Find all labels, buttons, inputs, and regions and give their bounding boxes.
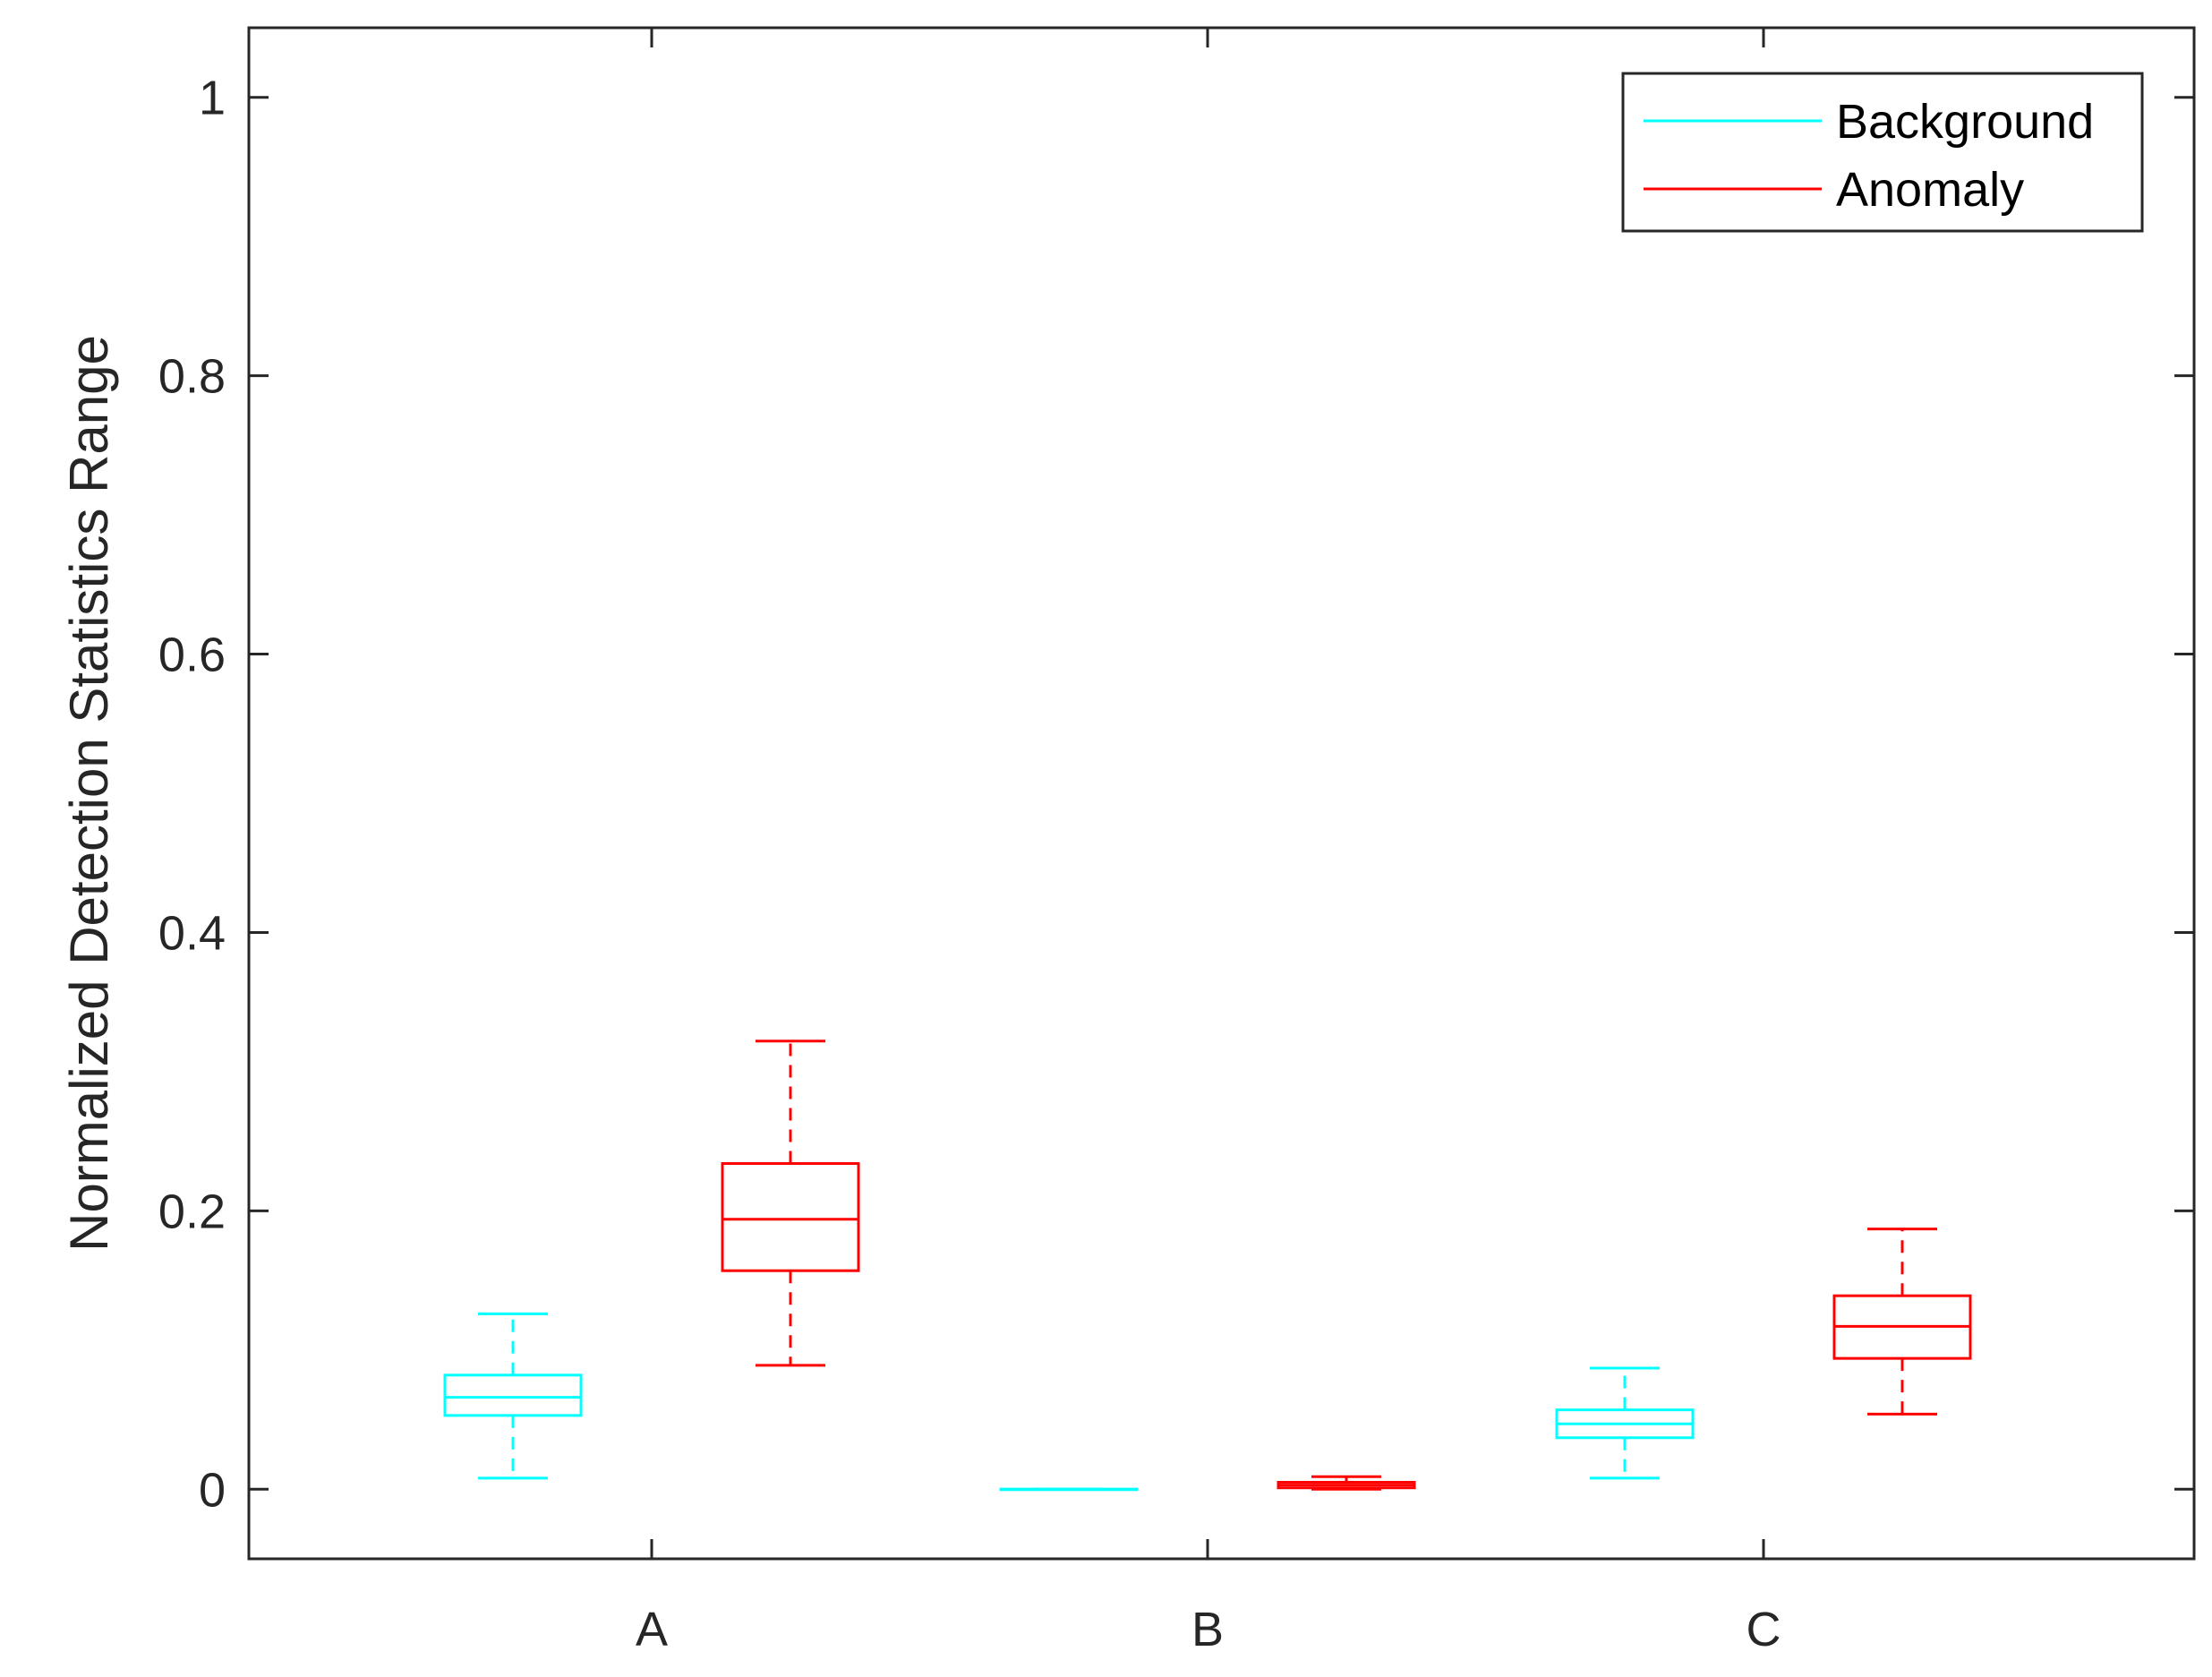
box-iqr: [721, 1162, 860, 1272]
y-tick-label: 0.4: [158, 906, 226, 960]
x-tick-label: C: [1747, 1603, 1781, 1656]
legend-box: [1621, 72, 2144, 233]
box-background-C: [1555, 1366, 1695, 1480]
labels-layer: 0 0.2 0.4 0.6 0.8 1 A B C: [158, 72, 1781, 1656]
y-tick-label: 0.2: [158, 1185, 226, 1238]
x-tick-label: A: [636, 1603, 668, 1656]
y-tick-label: 0: [199, 1463, 226, 1517]
box-background-B: [999, 1487, 1139, 1492]
box-anomaly-A: [721, 1040, 860, 1367]
boxes-layer: [443, 1040, 1972, 1492]
legend-label-anomaly: Anomaly: [1836, 163, 2024, 217]
ticks-layer: [249, 28, 2194, 1559]
y-tick-label: 0.8: [158, 350, 226, 404]
legend: Background Anomaly: [1621, 72, 2144, 233]
box-anomaly-C: [1832, 1228, 1972, 1416]
plot-area: [249, 28, 2194, 1559]
box-iqr: [443, 1373, 583, 1417]
axes-box: [247, 26, 2196, 1561]
y-axis-title: Normalized Detection Statistics Range: [59, 335, 119, 1252]
y-tick-label: 1: [199, 72, 226, 125]
box-anomaly-B: [1277, 1475, 1416, 1491]
x-tick-label: B: [1191, 1603, 1224, 1656]
y-tick-label: 0.6: [158, 629, 226, 682]
box-background-A: [443, 1312, 583, 1480]
legend-label-background: Background: [1836, 95, 2094, 149]
